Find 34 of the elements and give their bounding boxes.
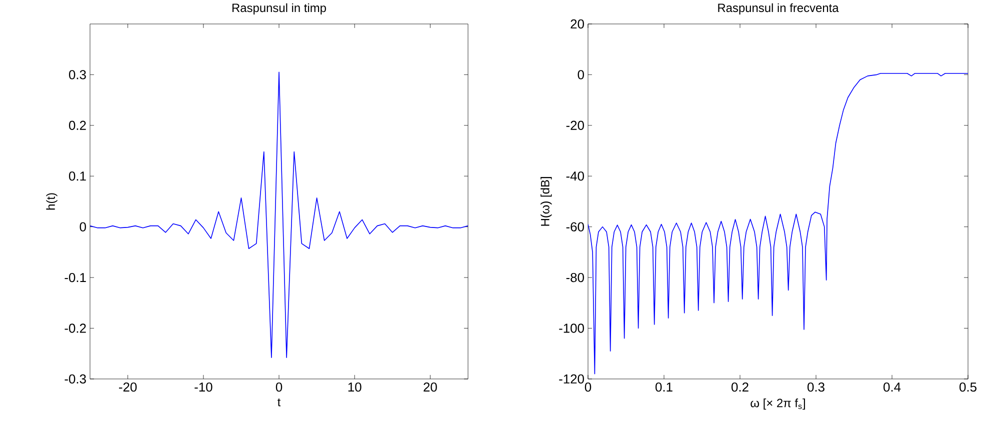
y-tick-label: 0.2 — [68, 120, 86, 130]
x-tick-label: 0.5 — [960, 382, 976, 392]
x-tick-label: 0.3 — [808, 382, 824, 392]
y-tick-label: -0.3 — [64, 374, 86, 384]
y-tick-label: -80 — [566, 272, 584, 282]
x-tick-label: 0 — [584, 382, 592, 392]
line-series — [588, 73, 968, 374]
y-tick-label: 0 — [80, 222, 86, 232]
y-tick-label: -60 — [566, 222, 584, 232]
y-tick-label: -100 — [559, 324, 584, 333]
y-tick-label: 0.1 — [68, 172, 86, 181]
y-tick-label: -120 — [559, 374, 584, 384]
y-axis-title: H(ω) [dB] — [540, 177, 552, 226]
y-tick-label: -40 — [566, 172, 584, 181]
y-tick-label: -20 — [566, 120, 584, 130]
y-axis-title: h(t) — [46, 193, 58, 210]
y-tick-label: -0.1 — [64, 272, 86, 282]
x-tick-label: 0.1 — [656, 382, 672, 392]
chart-title: Raspunsul in timp — [232, 3, 326, 14]
y-tick-label: 0.3 — [68, 70, 86, 80]
line-series — [90, 72, 468, 358]
x-tick-label: -20 — [119, 382, 137, 392]
y-tick-label: 0 — [578, 70, 584, 80]
y-tick-label: -0.2 — [64, 324, 86, 333]
x-tick-label: 20 — [424, 382, 437, 392]
x-tick-label: 0 — [276, 382, 282, 392]
chart-title: Raspunsul in frecventa — [718, 3, 839, 14]
x-tick-label: 0.2 — [732, 382, 748, 392]
x-axis-title: ω [× 2π f$_{s}$] — [750, 398, 805, 410]
x-axis-title: t — [278, 398, 281, 406]
x-tick-label: 0.4 — [884, 382, 901, 392]
y-tick-label: 20 — [570, 19, 584, 29]
x-tick-label: -10 — [194, 382, 212, 392]
x-tick-label: 10 — [348, 382, 362, 392]
